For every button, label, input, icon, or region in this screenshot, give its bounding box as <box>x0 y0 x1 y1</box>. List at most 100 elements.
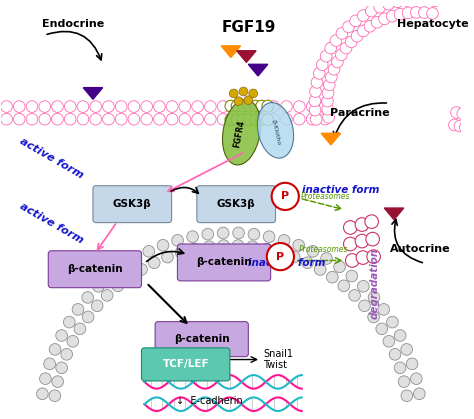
Circle shape <box>394 8 406 20</box>
Circle shape <box>49 344 61 355</box>
Circle shape <box>346 36 357 48</box>
Circle shape <box>262 114 273 126</box>
Circle shape <box>0 101 12 112</box>
Circle shape <box>394 330 406 341</box>
Circle shape <box>392 0 403 8</box>
Circle shape <box>398 376 410 388</box>
Circle shape <box>143 246 155 257</box>
Circle shape <box>322 95 333 107</box>
Circle shape <box>419 7 430 18</box>
Circle shape <box>321 253 332 264</box>
Circle shape <box>336 28 348 39</box>
Circle shape <box>313 67 325 79</box>
Polygon shape <box>321 133 341 145</box>
Text: FGF19: FGF19 <box>221 20 275 35</box>
Polygon shape <box>83 88 103 99</box>
FancyBboxPatch shape <box>177 244 271 281</box>
Text: β-catenin: β-catenin <box>196 257 252 267</box>
Circle shape <box>367 250 381 264</box>
Circle shape <box>314 264 326 275</box>
Circle shape <box>334 261 346 273</box>
Circle shape <box>419 0 431 6</box>
Circle shape <box>262 100 273 112</box>
Circle shape <box>39 101 51 112</box>
Circle shape <box>64 101 76 112</box>
Circle shape <box>306 101 318 112</box>
Circle shape <box>231 114 243 126</box>
Circle shape <box>234 97 243 106</box>
Circle shape <box>322 87 334 99</box>
Circle shape <box>309 104 321 116</box>
Circle shape <box>244 100 255 112</box>
Circle shape <box>202 228 214 240</box>
Circle shape <box>340 42 352 54</box>
Circle shape <box>13 114 25 125</box>
Circle shape <box>77 101 89 112</box>
Text: GSK3β: GSK3β <box>112 199 151 209</box>
Polygon shape <box>384 208 404 220</box>
Circle shape <box>366 232 379 246</box>
Circle shape <box>141 114 153 125</box>
FancyBboxPatch shape <box>48 251 142 288</box>
Circle shape <box>344 221 357 234</box>
Circle shape <box>322 103 334 115</box>
FancyBboxPatch shape <box>93 186 172 222</box>
Circle shape <box>61 349 73 360</box>
Text: Hepatocyte: Hepatocyte <box>397 18 469 28</box>
Circle shape <box>288 251 300 263</box>
Circle shape <box>310 86 321 97</box>
Circle shape <box>336 49 347 61</box>
Circle shape <box>154 114 165 125</box>
Polygon shape <box>221 46 241 57</box>
Circle shape <box>278 235 290 246</box>
Circle shape <box>410 7 422 18</box>
Circle shape <box>413 388 425 400</box>
Circle shape <box>101 290 113 301</box>
Circle shape <box>256 114 267 126</box>
Circle shape <box>232 240 244 251</box>
Circle shape <box>343 21 355 33</box>
Circle shape <box>386 10 398 22</box>
Circle shape <box>26 101 38 112</box>
Text: Twist: Twist <box>263 360 287 370</box>
Circle shape <box>203 241 215 253</box>
Circle shape <box>136 264 147 275</box>
Circle shape <box>217 114 229 125</box>
Circle shape <box>383 336 395 347</box>
Circle shape <box>457 108 469 119</box>
Polygon shape <box>237 51 256 62</box>
Text: active form: active form <box>18 137 85 181</box>
Circle shape <box>379 13 390 25</box>
Text: β-Klotho: β-Klotho <box>270 119 281 146</box>
Text: Endocrine: Endocrine <box>42 18 105 28</box>
Circle shape <box>465 124 474 135</box>
Circle shape <box>92 280 104 292</box>
Circle shape <box>124 272 135 283</box>
Text: active form: active form <box>18 202 85 246</box>
Circle shape <box>293 114 305 125</box>
Circle shape <box>469 112 474 124</box>
Circle shape <box>401 344 412 355</box>
Circle shape <box>115 114 127 125</box>
Circle shape <box>310 114 322 125</box>
Circle shape <box>115 101 127 112</box>
Circle shape <box>307 246 319 257</box>
Text: GSK3β: GSK3β <box>216 199 255 209</box>
Circle shape <box>389 349 401 360</box>
Circle shape <box>281 101 292 112</box>
Circle shape <box>82 292 93 303</box>
Circle shape <box>365 215 378 228</box>
Circle shape <box>166 101 178 112</box>
Circle shape <box>320 50 332 62</box>
Circle shape <box>13 101 25 112</box>
Circle shape <box>383 0 394 10</box>
Circle shape <box>244 96 253 105</box>
Circle shape <box>250 100 261 112</box>
Text: Snail1: Snail1 <box>263 349 293 359</box>
Text: degradation: degradation <box>370 248 380 319</box>
Circle shape <box>82 311 94 323</box>
Circle shape <box>237 114 249 126</box>
Circle shape <box>331 56 343 68</box>
Circle shape <box>256 100 267 112</box>
Circle shape <box>356 251 370 264</box>
